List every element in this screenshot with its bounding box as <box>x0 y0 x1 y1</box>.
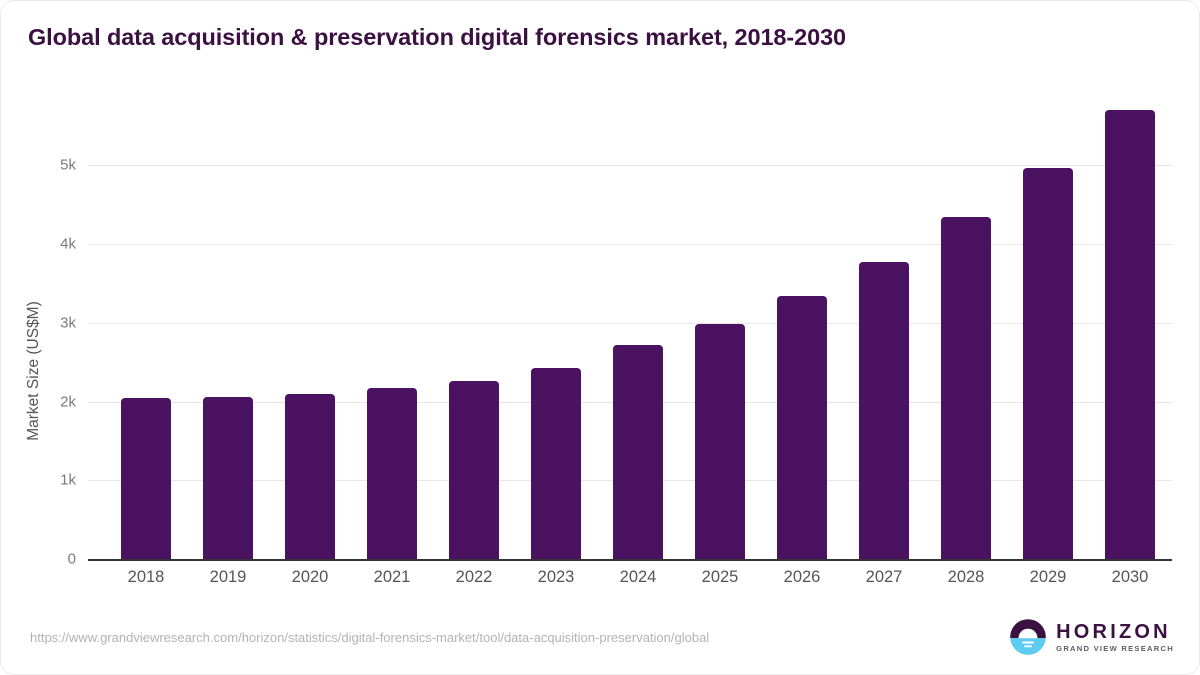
bar-2025[interactable] <box>695 324 745 559</box>
xtick-label-2018: 2018 <box>127 568 165 586</box>
xtick-label-2029: 2029 <box>1029 568 1067 586</box>
xtick-label-2027: 2027 <box>865 568 903 586</box>
ytick-label-5k: 5k <box>60 156 76 174</box>
gridline-5k <box>88 165 1172 166</box>
page-title: Global data acquisition & preservation d… <box>28 24 847 50</box>
xtick-label-2022: 2022 <box>455 568 493 586</box>
bar-2026[interactable] <box>777 295 827 559</box>
horizon-sun-circle-icon <box>1010 619 1046 655</box>
bar-chart-plot-area: 5k 4k 3k 2k 1k 0 Market Size (US$M) 2018… <box>25 110 1172 586</box>
bar-2022[interactable] <box>449 380 499 559</box>
bar-2023[interactable] <box>531 367 581 559</box>
bar-2019[interactable] <box>203 397 253 559</box>
ytick-label-4k: 4k <box>60 235 76 253</box>
ytick-label-1k: 1k <box>60 471 76 489</box>
bar-2030[interactable] <box>1105 110 1155 559</box>
bar-2024[interactable] <box>613 345 663 559</box>
xtick-label-2023: 2023 <box>537 568 575 586</box>
logo-tagline: GRAND VIEW RESEARCH <box>1056 643 1174 653</box>
x-axis-line <box>88 559 1172 561</box>
bar-2027[interactable] <box>859 261 909 559</box>
logo-wordmark: HORIZON <box>1056 620 1171 643</box>
ytick-label-0: 0 <box>67 550 76 568</box>
bar-2028[interactable] <box>941 216 991 559</box>
bar-2020[interactable] <box>285 394 335 559</box>
xtick-label-2030: 2030 <box>1111 568 1149 586</box>
bar-2018[interactable] <box>121 398 171 559</box>
gridline-4k <box>88 244 1172 245</box>
xtick-label-2026: 2026 <box>783 568 821 586</box>
logo-text-block: HORIZON GRAND VIEW RESEARCH <box>1056 622 1174 653</box>
bar-2029[interactable] <box>1023 168 1073 559</box>
horizon-logo[interactable]: HORIZON GRAND VIEW RESEARCH <box>1009 618 1174 656</box>
ytick-label-3k: 3k <box>60 314 76 332</box>
y-axis-title: Market Size (US$M) <box>25 301 42 441</box>
xtick-label-2028: 2028 <box>947 568 985 586</box>
bar-2021[interactable] <box>367 388 417 559</box>
xtick-label-2025: 2025 <box>701 568 739 586</box>
source-url[interactable]: https://www.grandviewresearch.com/horizo… <box>30 630 710 645</box>
ytick-label-2k: 2k <box>60 393 76 411</box>
xtick-label-2024: 2024 <box>619 568 657 586</box>
xtick-label-2020: 2020 <box>291 568 329 586</box>
xtick-label-2019: 2019 <box>209 568 247 586</box>
xtick-label-2021: 2021 <box>373 568 411 586</box>
gridline-3k <box>88 323 1172 324</box>
